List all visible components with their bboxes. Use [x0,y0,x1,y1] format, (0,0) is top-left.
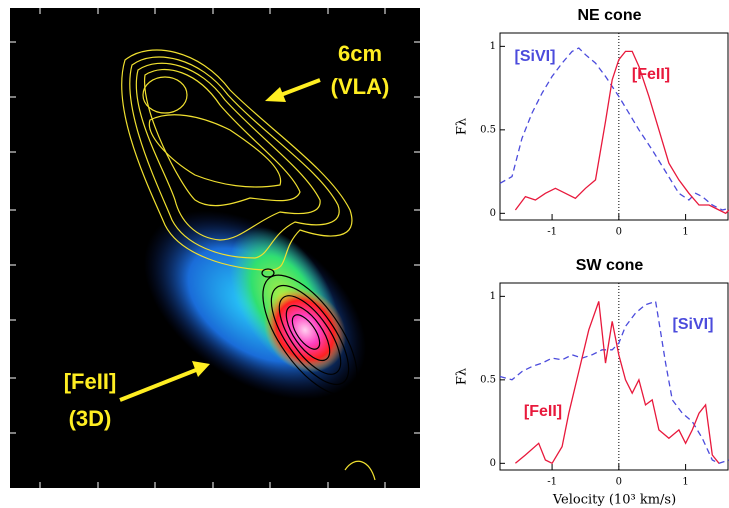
feii-contours [261,268,358,396]
series-label: [SiVI] [673,316,714,333]
annotation: [FeII] [64,369,117,394]
y-tick-label: 0.5 [480,374,496,385]
x-tick-label: 1 [682,477,688,488]
chart-title: SW cone [576,257,644,274]
image-panel: 6cm (VLA) [FeII] (3D) [10,8,420,488]
annotation: (VLA) [331,74,390,99]
y-tick-label: 0 [490,458,496,469]
x-tick-label: 1 [682,227,688,238]
series-line [514,50,729,215]
x-tick-label: -1 [547,227,557,238]
chart-title: NE cone [577,7,641,24]
x-tick-label: 0 [616,227,622,238]
series-label: [SiVI] [515,48,556,65]
series-label: [FeII] [632,66,670,83]
x-tick-label: -1 [547,477,557,488]
plot-frame [499,282,729,471]
series-line [499,47,729,211]
series-line [514,301,720,465]
annotation-arrows [119,78,321,402]
y-axis-label: Fλ [455,368,470,385]
series-label: [FeII] [524,403,562,420]
y-axis-label: Fλ [455,118,470,135]
radio-contours [121,49,376,481]
annotation: (3D) [69,406,112,431]
y-tick-label: 1 [490,291,496,302]
annotation: 6cm [338,41,382,66]
y-tick-label: 0 [490,208,496,219]
image-ticks [10,8,420,488]
series-line [499,300,729,465]
y-tick-label: 0.5 [480,124,496,135]
plot-frame [499,32,729,221]
x-tick-label: 0 [616,477,622,488]
x-axis-label: Velocity (10³ km/s) [552,493,676,508]
y-tick-label: 1 [490,41,496,52]
